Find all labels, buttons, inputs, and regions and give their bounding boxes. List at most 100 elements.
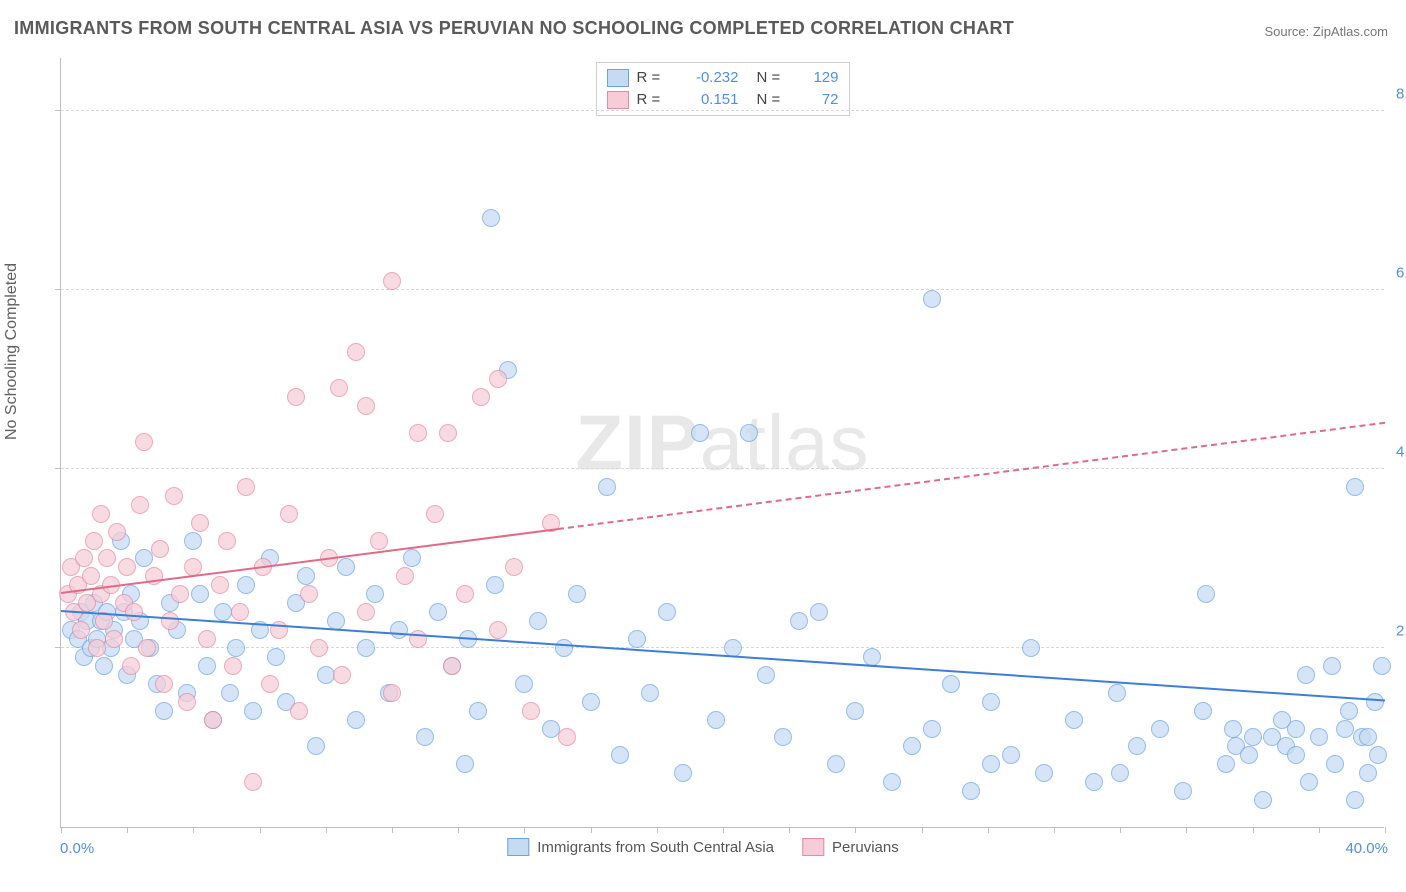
scatter-point-peru xyxy=(224,657,242,675)
y-tick-mark xyxy=(55,468,61,469)
x-tick-mark xyxy=(392,827,393,833)
scatter-point-peru xyxy=(244,773,262,791)
scatter-point-sca xyxy=(863,648,881,666)
trendline-peru-dashed xyxy=(557,422,1385,530)
scatter-point-peru xyxy=(72,621,90,639)
scatter-point-sca xyxy=(469,702,487,720)
scatter-point-peru xyxy=(138,639,156,657)
scatter-point-peru xyxy=(218,532,236,550)
scatter-point-sca xyxy=(1373,657,1391,675)
scatter-point-sca xyxy=(942,675,960,693)
scatter-point-peru xyxy=(237,478,255,496)
scatter-point-sca xyxy=(1022,639,1040,657)
scatter-point-peru xyxy=(287,388,305,406)
scatter-point-peru xyxy=(125,603,143,621)
scatter-point-sca xyxy=(486,576,504,594)
scatter-point-sca xyxy=(429,603,447,621)
x-tick-mark xyxy=(922,827,923,833)
scatter-point-sca xyxy=(416,728,434,746)
scatter-point-sca xyxy=(658,603,676,621)
swatch-peru xyxy=(607,91,629,109)
scatter-point-sca xyxy=(1310,728,1328,746)
scatter-point-peru xyxy=(489,370,507,388)
n-label: N = xyxy=(757,89,791,111)
x-axis-max-label: 40.0% xyxy=(1345,840,1388,857)
x-tick-mark xyxy=(591,827,592,833)
scatter-point-peru xyxy=(472,388,490,406)
scatter-point-sca xyxy=(198,657,216,675)
swatch-sca xyxy=(607,69,629,87)
scatter-point-peru xyxy=(505,558,523,576)
scatter-point-sca xyxy=(962,782,980,800)
r-label: R = xyxy=(637,67,671,89)
scatter-point-sca xyxy=(1336,720,1354,738)
scatter-point-peru xyxy=(357,397,375,415)
scatter-point-sca xyxy=(307,737,325,755)
legend-item-peru: Peruvians xyxy=(802,838,899,856)
scatter-point-sca xyxy=(740,424,758,442)
scatter-point-peru xyxy=(75,549,93,567)
swatch-peru xyxy=(802,838,824,856)
gridline xyxy=(61,647,1384,648)
scatter-point-sca xyxy=(237,576,255,594)
scatter-point-sca xyxy=(482,209,500,227)
gridline xyxy=(61,289,1384,290)
n-value-sca: 129 xyxy=(799,67,839,89)
scatter-point-sca xyxy=(674,764,692,782)
scatter-point-sca xyxy=(790,612,808,630)
r-label: R = xyxy=(637,89,671,111)
x-tick-mark xyxy=(1253,827,1254,833)
scatter-point-sca xyxy=(691,424,709,442)
scatter-point-sca xyxy=(403,549,421,567)
scatter-point-sca xyxy=(1366,693,1384,711)
scatter-point-peru xyxy=(98,549,116,567)
scatter-point-sca xyxy=(1340,702,1358,720)
scatter-point-peru xyxy=(135,433,153,451)
scatter-point-sca xyxy=(641,684,659,702)
scatter-point-peru xyxy=(558,728,576,746)
x-tick-mark xyxy=(193,827,194,833)
scatter-point-sca xyxy=(923,720,941,738)
gridline xyxy=(61,110,1384,111)
x-tick-mark xyxy=(61,827,62,833)
y-axis-label: No Schooling Completed xyxy=(3,263,21,440)
scatter-point-sca xyxy=(757,666,775,684)
scatter-point-sca xyxy=(337,558,355,576)
scatter-point-peru xyxy=(443,657,461,675)
x-tick-mark xyxy=(458,827,459,833)
scatter-point-peru xyxy=(161,612,179,630)
swatch-sca xyxy=(507,838,529,856)
scatter-point-sca xyxy=(598,478,616,496)
n-value-peru: 72 xyxy=(799,89,839,111)
scatter-point-peru xyxy=(357,603,375,621)
scatter-point-sca xyxy=(1287,746,1305,764)
n-label: N = xyxy=(757,67,791,89)
scatter-point-sca xyxy=(1151,720,1169,738)
legend-stats: R = -0.232 N = 129 R = 0.151 N = 72 xyxy=(596,62,850,116)
scatter-point-sca xyxy=(611,746,629,764)
scatter-point-sca xyxy=(903,737,921,755)
scatter-point-peru xyxy=(108,523,126,541)
y-tick-label: 6.0% xyxy=(1396,264,1406,281)
scatter-point-peru xyxy=(122,657,140,675)
watermark: ZIPatlas xyxy=(575,397,869,488)
scatter-point-sca xyxy=(774,728,792,746)
x-tick-mark xyxy=(260,827,261,833)
scatter-point-peru xyxy=(409,630,427,648)
scatter-point-peru xyxy=(88,639,106,657)
scatter-point-peru xyxy=(105,630,123,648)
legend-stats-row-sca: R = -0.232 N = 129 xyxy=(607,67,839,89)
scatter-point-sca xyxy=(1244,728,1262,746)
scatter-point-sca xyxy=(1085,773,1103,791)
scatter-point-sca xyxy=(1369,746,1387,764)
scatter-point-sca xyxy=(1217,755,1235,773)
scatter-point-peru xyxy=(409,424,427,442)
scatter-point-sca xyxy=(628,630,646,648)
x-axis-min-label: 0.0% xyxy=(60,840,94,857)
scatter-point-peru xyxy=(211,576,229,594)
scatter-point-sca xyxy=(707,711,725,729)
scatter-point-sca xyxy=(1359,764,1377,782)
scatter-point-sca xyxy=(923,290,941,308)
scatter-point-peru xyxy=(370,532,388,550)
scatter-point-sca xyxy=(214,603,232,621)
